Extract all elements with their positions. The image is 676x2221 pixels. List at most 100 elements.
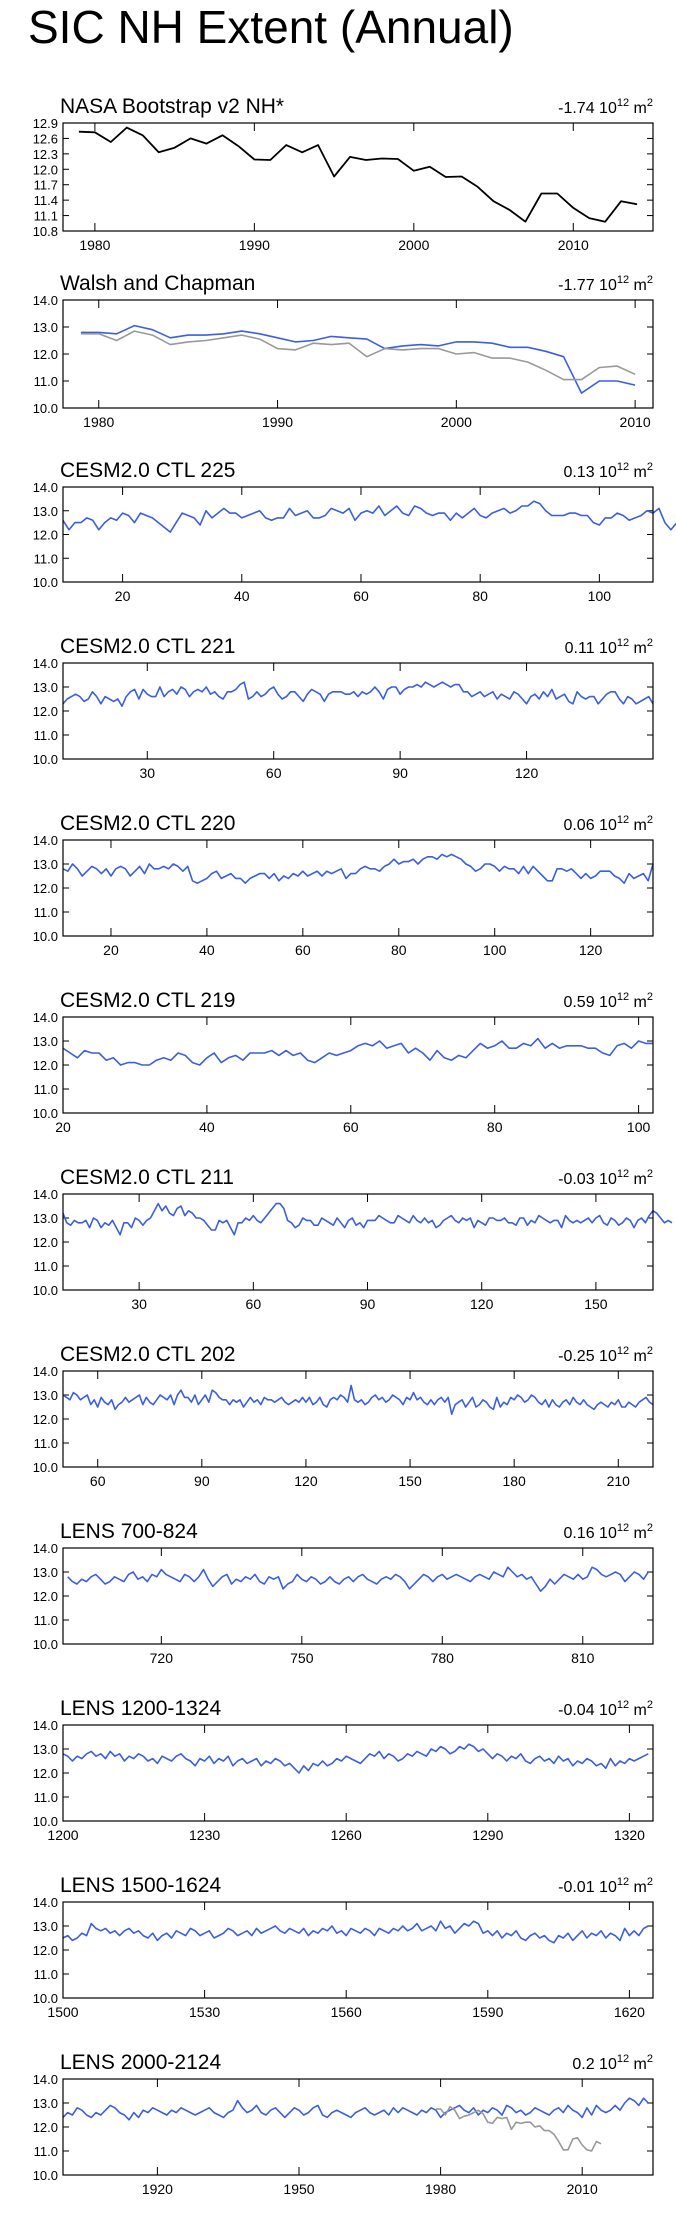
chart-panel-8: CESM2.0 CTL 202 -0.25 1012 m2 14.0 13.0 12.0… <box>33 1343 654 1489</box>
y-tick-label: 13.0 <box>33 1034 58 1049</box>
x-tick-label: 1620 <box>614 2004 645 2020</box>
y-tick-label: 10.0 <box>33 1283 58 1298</box>
plot-frame <box>62 2078 654 2176</box>
y-tick-label: 13.0 <box>33 857 58 872</box>
series-line <box>62 1037 653 1066</box>
trend-label: -0.03 1012 m2 <box>558 1168 653 1188</box>
x-tick-label: 1950 <box>283 2181 314 2197</box>
series-line <box>62 853 654 885</box>
x-tick-label: 150 <box>584 1296 608 1312</box>
x-tick-label: 120 <box>579 942 603 958</box>
y-tick-label: 10.0 <box>33 1814 58 1829</box>
chart-panel-6: CESM2.0 CTL 219 0.59 1012 m2 14.0 13.0 12.0 1… <box>33 989 654 1135</box>
x-tick-label: 90 <box>194 1473 210 1489</box>
y-tick-label: 12.0 <box>33 1412 58 1427</box>
x-tick-label: 1980 <box>83 414 114 430</box>
trend-label: -1.77 1012 m2 <box>558 274 653 294</box>
x-tick-label: 1980 <box>425 2181 456 2197</box>
chart-title: LENS 1200-1324 <box>60 1697 221 1720</box>
y-tick-label: 13.0 <box>33 1211 58 1226</box>
chart-panel-9: LENS 700-824 0.16 1012 m2 14.0 13.0 12.0 11.0… <box>33 1520 654 1666</box>
x-tick-label: 60 <box>90 1473 106 1489</box>
x-tick-label: 720 <box>150 1650 174 1666</box>
chart-panel-10: LENS 1200-1324 -0.04 1012 m2 14.0 13.0 12.0 1… <box>33 1697 654 1843</box>
y-tick-label: 14.0 <box>33 2072 58 2087</box>
y-tick-label: 12.0 <box>33 2120 58 2135</box>
trend-label: -0.04 1012 m2 <box>558 1699 653 1719</box>
trend-label: 0.59 1012 m2 <box>563 991 653 1011</box>
plot-frame <box>62 1724 654 1822</box>
x-tick-label: 100 <box>588 588 612 604</box>
series-line <box>435 2105 602 2152</box>
x-tick-label: 2000 <box>398 237 429 253</box>
plot-frame <box>62 122 654 232</box>
series-line <box>62 1384 654 1415</box>
trend-label: 0.2 1012 m2 <box>572 2053 653 2073</box>
chart-title: LENS 2000-2124 <box>60 2051 221 2074</box>
x-tick-label: 210 <box>607 1473 631 1489</box>
chart-title: CESM2.0 CTL 211 <box>60 1166 234 1189</box>
series-line <box>78 126 638 223</box>
series-line <box>80 330 636 381</box>
x-tick-label: 30 <box>139 765 155 781</box>
plot-frame <box>62 1901 654 1999</box>
plot-frame <box>62 1547 654 1645</box>
chart-title: NASA Bootstrap v2 NH* <box>60 95 284 118</box>
x-tick-label: 60 <box>343 1119 359 1135</box>
x-tick-label: 2010 <box>620 414 651 430</box>
y-tick-label: 11.4 <box>34 193 58 208</box>
x-tick-label: 1290 <box>472 1827 503 1843</box>
y-tick-label: 10.8 <box>33 224 58 239</box>
y-tick-label: 10.0 <box>33 401 58 416</box>
series-line <box>62 2097 649 2121</box>
x-tick-label: 120 <box>515 765 539 781</box>
y-tick-label: 12.0 <box>33 347 58 362</box>
y-tick-label: 11.0 <box>34 1436 58 1451</box>
y-tick-label: 12.0 <box>33 1943 58 1958</box>
y-tick-label: 13.0 <box>33 1388 58 1403</box>
x-tick-label: 60 <box>266 765 282 781</box>
x-tick-label: 40 <box>199 1119 215 1135</box>
y-tick-label: 13.0 <box>33 680 58 695</box>
trend-label: 0.13 1012 m2 <box>563 461 653 481</box>
y-tick-label: 12.0 <box>33 1235 58 1250</box>
y-tick-label: 12.0 <box>33 1589 58 1604</box>
x-tick-label: 30 <box>131 1296 147 1312</box>
y-tick-label: 11.0 <box>34 1967 58 1982</box>
x-tick-label: 80 <box>487 1119 503 1135</box>
y-tick-label: 14.0 <box>33 1718 58 1733</box>
y-tick-label: 10.0 <box>33 1991 58 2006</box>
y-tick-label: 12.0 <box>33 162 58 177</box>
x-tick-label: 150 <box>398 1473 422 1489</box>
y-tick-label: 11.0 <box>34 1259 58 1274</box>
y-tick-label: 14.0 <box>33 480 58 495</box>
y-tick-label: 11.0 <box>34 1790 58 1805</box>
x-tick-label: 1920 <box>142 2181 173 2197</box>
x-tick-label: 1530 <box>189 2004 220 2020</box>
y-tick-label: 10.0 <box>33 1106 58 1121</box>
series-line <box>62 1202 673 1236</box>
y-tick-label: 12.0 <box>33 704 58 719</box>
x-tick-label: 60 <box>353 588 369 604</box>
x-tick-label: 1590 <box>472 2004 503 2020</box>
trend-label: -1.74 1012 m2 <box>558 97 653 117</box>
series-line <box>62 681 654 708</box>
y-tick-label: 13.0 <box>33 1565 58 1580</box>
x-tick-label: 20 <box>55 1119 71 1135</box>
y-tick-label: 12.0 <box>33 528 58 543</box>
x-tick-label: 60 <box>295 942 311 958</box>
y-tick-label: 13.0 <box>33 1742 58 1757</box>
x-tick-label: 780 <box>431 1650 455 1666</box>
chart-panel-1: NASA Bootstrap v2 NH* -1.74 1012 m212.912… <box>33 95 654 253</box>
y-tick-label: 13.0 <box>33 320 58 335</box>
x-tick-label: 1980 <box>79 237 110 253</box>
y-tick-label: 13.0 <box>33 2096 58 2111</box>
x-tick-label: 1990 <box>239 237 270 253</box>
y-tick-label: 14.0 <box>33 1895 58 1910</box>
x-tick-label: 2000 <box>441 414 472 430</box>
y-tick-label: 12.0 <box>33 1766 58 1781</box>
chart-title: LENS 700-824 <box>60 1520 198 1543</box>
trend-label: -0.01 1012 m2 <box>558 1876 653 1896</box>
y-tick-label: 11.1 <box>34 209 58 224</box>
y-tick-label: 14.0 <box>33 1364 58 1379</box>
